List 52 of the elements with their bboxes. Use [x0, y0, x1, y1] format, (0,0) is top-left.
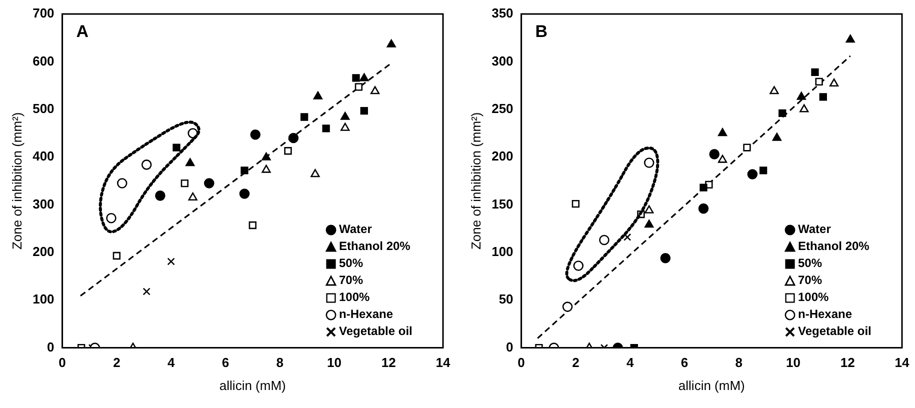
y-tick-label: 100	[492, 244, 514, 260]
y-tick-label: 0	[47, 339, 54, 354]
legend-label: Water	[339, 222, 372, 236]
y-tick-label: 100	[32, 292, 54, 307]
x-axis-title: allicin (mM)	[678, 378, 745, 393]
y-tick-label: 200	[492, 148, 514, 164]
y-tick-label: 350	[492, 6, 514, 21]
x-tick-label: 10	[326, 355, 342, 370]
x-axis-title: allicin (mM)	[219, 378, 286, 393]
y-tick-label: 700	[32, 6, 54, 21]
y-tick-label: 300	[492, 53, 514, 68]
y-axis-title: Zone of inhibition (mm²)	[468, 112, 484, 250]
y-tick-label: 300	[32, 196, 54, 212]
legend-label: 50%	[339, 256, 364, 270]
legend-label: Water	[798, 222, 831, 236]
legend-label: 100%	[798, 290, 829, 304]
legend-label: Ethanol 20%	[798, 238, 870, 253]
x-tick-label: 10	[786, 355, 800, 370]
annotation: A	[76, 22, 89, 42]
legend-label: 70%	[798, 272, 822, 287]
x-tick-label: 8	[276, 355, 284, 370]
legend-label: 70%	[339, 272, 364, 287]
y-tick-label: 250	[492, 100, 514, 116]
x-tick-label: 8	[735, 355, 742, 370]
y-tick-label: 0	[506, 339, 514, 354]
x-tick-label: 0	[58, 355, 66, 370]
legend-label: Vegetable oil	[339, 324, 412, 338]
legend-label: n-Hexane	[798, 306, 852, 321]
x-tick-label: 6	[222, 355, 230, 370]
x-tick-label: 4	[167, 355, 176, 370]
annotation: B	[535, 22, 548, 42]
x-tick-label: 2	[113, 355, 120, 370]
x-tick-label: 0	[518, 355, 525, 370]
legend-label: n-Hexane	[339, 306, 394, 321]
legend-label: Vegetable oil	[798, 324, 872, 338]
x-tick-label: 12	[840, 355, 855, 370]
y-tick-label: 600	[32, 53, 54, 68]
x-tick-label: 14	[894, 355, 910, 370]
x-tick-label: 14	[436, 355, 451, 370]
y-tick-label: 150	[492, 196, 514, 212]
x-tick-label: 6	[680, 355, 688, 370]
x-tick-label: 12	[381, 355, 396, 370]
y-tick-label: 400	[32, 148, 54, 164]
y-axis-title: Zone of inhibition (mm²)	[9, 112, 24, 250]
legend-label: 100%	[339, 290, 370, 304]
y-tick-label: 500	[32, 100, 54, 116]
y-tick-label: 200	[32, 244, 54, 260]
y-tick-label: 50	[498, 292, 514, 307]
legend-label: Ethanol 20%	[339, 238, 410, 253]
legend-label: 50%	[798, 256, 822, 270]
x-tick-label: 2	[572, 355, 580, 370]
x-tick-label: 4	[626, 355, 634, 370]
